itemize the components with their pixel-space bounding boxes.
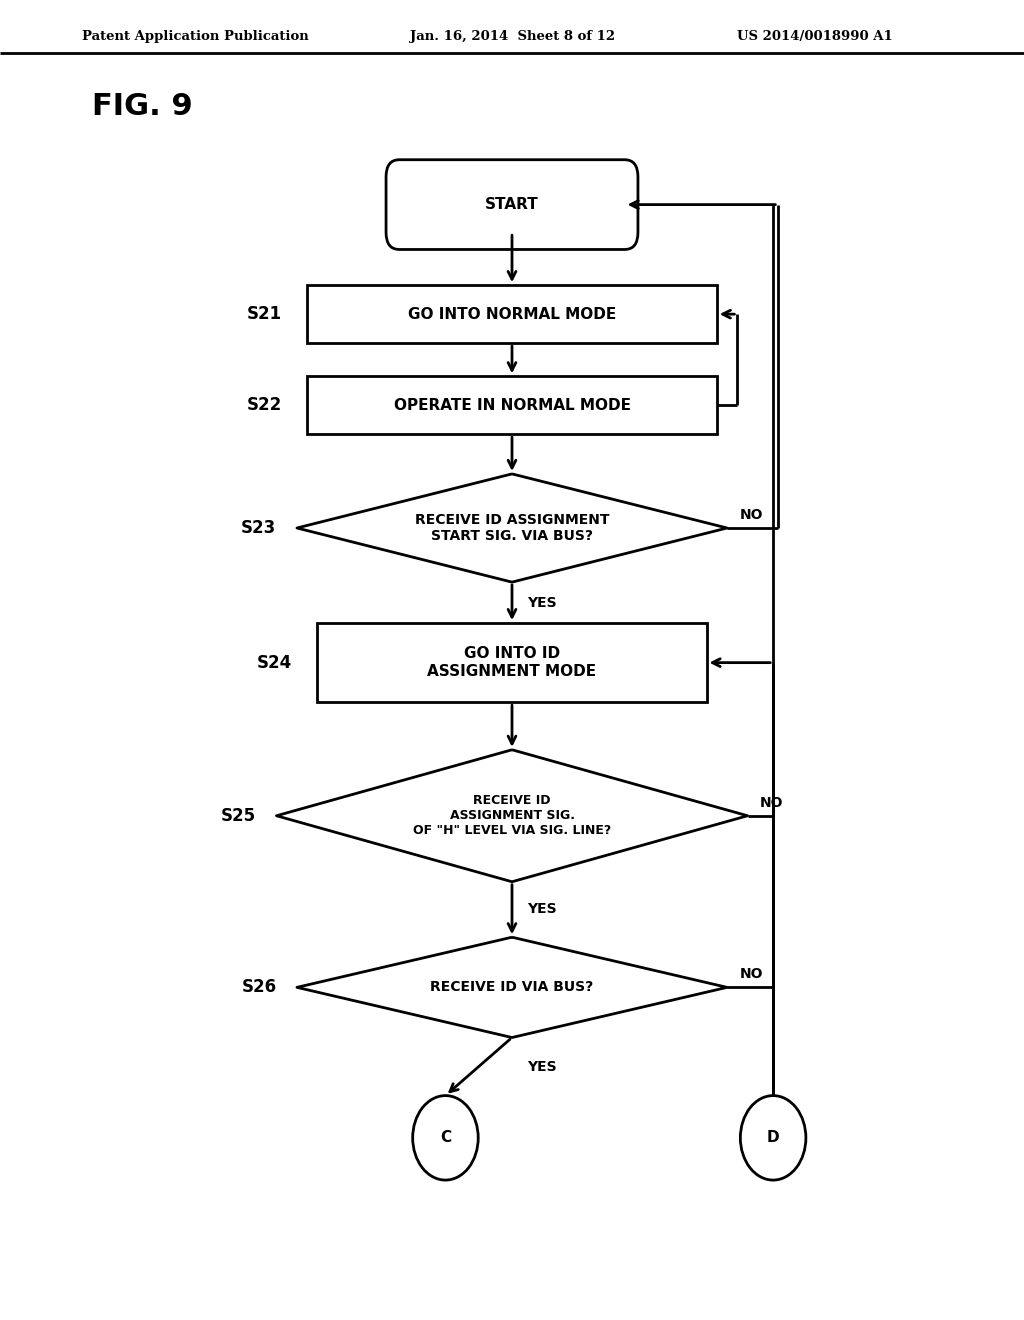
- Text: S25: S25: [221, 807, 256, 825]
- Bar: [317, 623, 707, 702]
- Polygon shape: [297, 937, 727, 1038]
- Text: US 2014/0018990 A1: US 2014/0018990 A1: [737, 30, 893, 44]
- Text: NO: NO: [739, 968, 763, 981]
- Text: RECEIVE ID VIA BUS?: RECEIVE ID VIA BUS?: [430, 981, 594, 994]
- Circle shape: [740, 1096, 806, 1180]
- Text: YES: YES: [527, 903, 557, 916]
- Text: S22: S22: [247, 396, 282, 414]
- Text: NO: NO: [760, 796, 783, 809]
- Text: D: D: [767, 1130, 779, 1146]
- Text: FIG. 9: FIG. 9: [92, 92, 193, 121]
- Text: Patent Application Publication: Patent Application Publication: [82, 30, 308, 44]
- Polygon shape: [297, 474, 727, 582]
- Text: C: C: [440, 1130, 451, 1146]
- Text: S23: S23: [242, 519, 276, 537]
- Text: NO: NO: [739, 508, 763, 521]
- Text: S21: S21: [247, 305, 282, 323]
- Text: RECEIVE ID
ASSIGNMENT SIG.
OF "H" LEVEL VIA SIG. LINE?: RECEIVE ID ASSIGNMENT SIG. OF "H" LEVEL …: [413, 795, 611, 837]
- Text: RECEIVE ID ASSIGNMENT
START SIG. VIA BUS?: RECEIVE ID ASSIGNMENT START SIG. VIA BUS…: [415, 513, 609, 543]
- Text: YES: YES: [527, 595, 557, 610]
- FancyBboxPatch shape: [386, 160, 638, 249]
- Text: GO INTO ID
ASSIGNMENT MODE: GO INTO ID ASSIGNMENT MODE: [427, 647, 597, 678]
- Text: GO INTO NORMAL MODE: GO INTO NORMAL MODE: [408, 306, 616, 322]
- Text: Jan. 16, 2014  Sheet 8 of 12: Jan. 16, 2014 Sheet 8 of 12: [410, 30, 614, 44]
- Bar: [307, 376, 717, 434]
- Text: OPERATE IN NORMAL MODE: OPERATE IN NORMAL MODE: [393, 397, 631, 413]
- Bar: [307, 285, 717, 343]
- Polygon shape: [276, 750, 748, 882]
- Circle shape: [413, 1096, 478, 1180]
- Text: S26: S26: [242, 978, 276, 997]
- Text: YES: YES: [527, 1060, 557, 1073]
- Text: S24: S24: [257, 653, 292, 672]
- Text: START: START: [485, 197, 539, 213]
